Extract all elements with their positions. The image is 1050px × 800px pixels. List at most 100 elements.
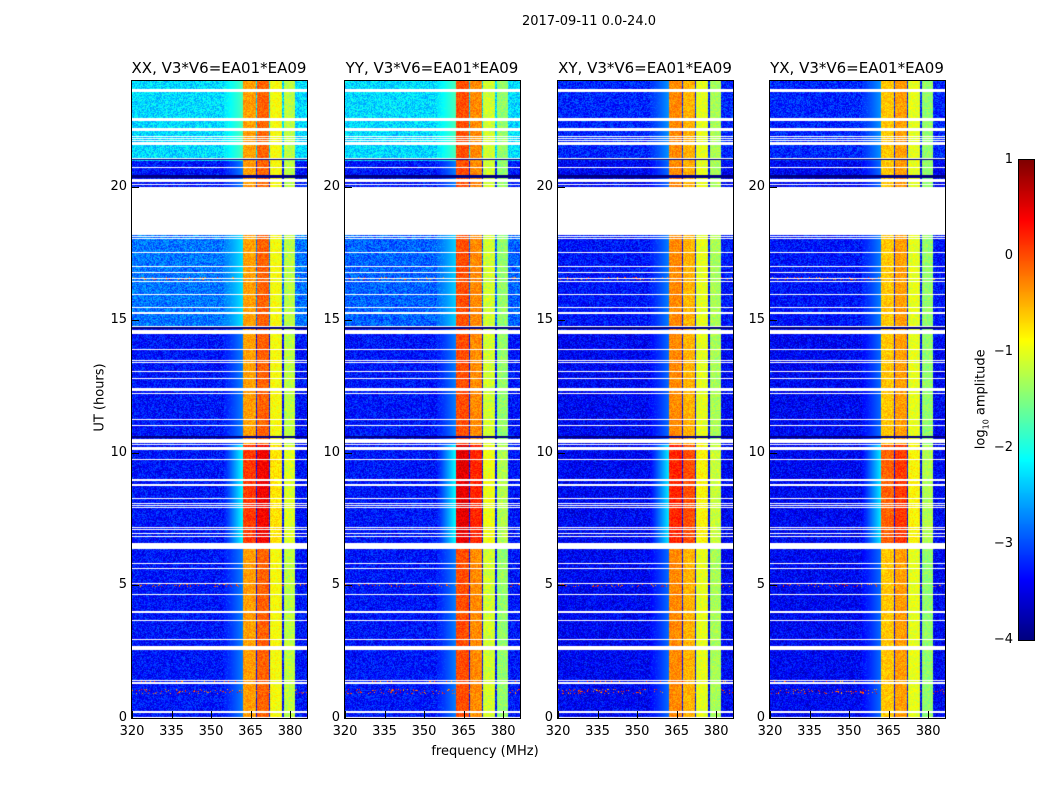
y-tick-mark: [769, 319, 777, 321]
panel-axes-xx: [131, 80, 308, 719]
x-tick-mark: [211, 711, 213, 719]
y-tick-label: 20: [110, 179, 127, 195]
x-tick-label: 365: [238, 724, 263, 739]
x-tick-mark: [770, 711, 771, 719]
x-tick-label: 335: [159, 724, 184, 739]
y-tick-mark: [344, 187, 352, 189]
y-tick-label: 20: [323, 179, 340, 195]
x-tick-mark: [503, 711, 505, 719]
colorbar-label: log10 amplitude: [973, 349, 991, 450]
x-tick-mark: [716, 711, 718, 719]
y-tick-mark: [557, 452, 565, 454]
y-tick-label: 0: [544, 710, 553, 725]
x-tick-label: 335: [585, 724, 610, 739]
colorbar-tick-label: −3: [993, 536, 1013, 551]
x-tick-label: 335: [372, 724, 397, 739]
y-tick-label: 5: [756, 577, 765, 593]
colorbar-tick-label: −2: [993, 440, 1013, 455]
x-tick-mark: [132, 711, 133, 719]
y-tick-mark: [557, 585, 565, 587]
x-tick-mark: [597, 711, 599, 719]
x-tick-label: 320: [545, 724, 571, 739]
colorbar-tick-label: −4: [993, 632, 1013, 647]
y-tick-mark: [557, 187, 565, 189]
x-tick-label: 350: [836, 724, 862, 739]
x-tick-mark: [463, 711, 465, 719]
x-tick-label: 380: [703, 724, 729, 739]
y-tick-mark: [131, 585, 139, 587]
x-tick-label: 380: [277, 724, 303, 739]
x-tick-mark: [424, 711, 426, 719]
x-tick-label: 380: [490, 724, 516, 739]
x-tick-mark: [290, 711, 292, 719]
colorbar-tick-label: −1: [993, 344, 1013, 359]
panel-title: YX, V3*V6=EA01*EA09: [770, 59, 944, 77]
heatmap-2: [558, 81, 733, 718]
x-tick-mark: [637, 711, 639, 719]
y-tick-label: 15: [323, 311, 340, 327]
y-tick-label: 10: [110, 444, 127, 460]
y-tick-label: 5: [331, 577, 340, 593]
heatmap-1: [345, 81, 520, 718]
y-tick-mark: [131, 319, 139, 321]
panel-axes-yy: [344, 80, 521, 719]
y-tick-label: 20: [536, 179, 553, 195]
panel-title: XY, V3*V6=EA01*EA09: [558, 59, 732, 77]
y-tick-label: 10: [536, 444, 553, 460]
x-tick-mark: [809, 711, 811, 719]
figure-title: 2017-09-11 0.0-24.0: [522, 14, 656, 29]
panel-axes-xy: [557, 80, 734, 719]
x-tick-mark: [250, 711, 252, 719]
y-tick-label: 15: [110, 311, 127, 327]
x-tick-label: 350: [198, 724, 224, 739]
y-tick-mark: [769, 585, 777, 587]
y-tick-mark: [344, 718, 352, 719]
y-tick-label: 20: [748, 179, 765, 195]
colorbar-tick-label: 0: [1004, 248, 1013, 263]
y-axis-label: UT (hours): [92, 363, 108, 432]
x-tick-mark: [558, 711, 559, 719]
colorbar: [1018, 159, 1035, 641]
x-tick-label: 350: [411, 724, 437, 739]
y-tick-mark: [344, 452, 352, 454]
y-tick-label: 5: [544, 577, 553, 593]
y-tick-label: 0: [756, 710, 765, 725]
panel-title: XX, V3*V6=EA01*EA09: [131, 59, 307, 77]
y-tick-label: 10: [748, 444, 765, 460]
x-tick-mark: [384, 711, 386, 719]
x-tick-label: 350: [624, 724, 650, 739]
y-tick-mark: [769, 452, 777, 454]
x-tick-label: 365: [451, 724, 476, 739]
y-tick-label: 10: [323, 444, 340, 460]
x-tick-mark: [345, 711, 346, 719]
y-tick-label: 5: [118, 577, 127, 593]
heatmap-0: [132, 81, 307, 718]
panel-axes-yx: [769, 80, 946, 719]
colorbar-tick-label: 1: [1004, 152, 1013, 167]
y-tick-label: 0: [118, 710, 127, 725]
y-tick-mark: [131, 187, 139, 189]
x-tick-mark: [171, 711, 173, 719]
x-tick-label: 320: [332, 724, 358, 739]
x-tick-mark: [888, 711, 890, 719]
y-tick-mark: [344, 319, 352, 321]
x-tick-label: 320: [119, 724, 145, 739]
heatmap-3: [770, 81, 945, 718]
x-axis-label: frequency (MHz): [431, 744, 539, 759]
y-tick-mark: [769, 187, 777, 189]
x-tick-label: 320: [757, 724, 783, 739]
panel-title: YY, V3*V6=EA01*EA09: [345, 59, 519, 77]
y-tick-label: 15: [536, 311, 553, 327]
y-tick-mark: [131, 452, 139, 454]
x-tick-label: 365: [664, 724, 689, 739]
y-tick-label: 15: [748, 311, 765, 327]
y-tick-mark: [344, 585, 352, 587]
x-tick-label: 380: [915, 724, 941, 739]
y-tick-mark: [131, 718, 139, 719]
y-tick-label: 0: [331, 710, 340, 725]
x-tick-label: 365: [876, 724, 901, 739]
x-tick-label: 335: [797, 724, 822, 739]
x-tick-mark: [676, 711, 678, 719]
y-tick-mark: [557, 718, 565, 719]
x-tick-mark: [849, 711, 851, 719]
